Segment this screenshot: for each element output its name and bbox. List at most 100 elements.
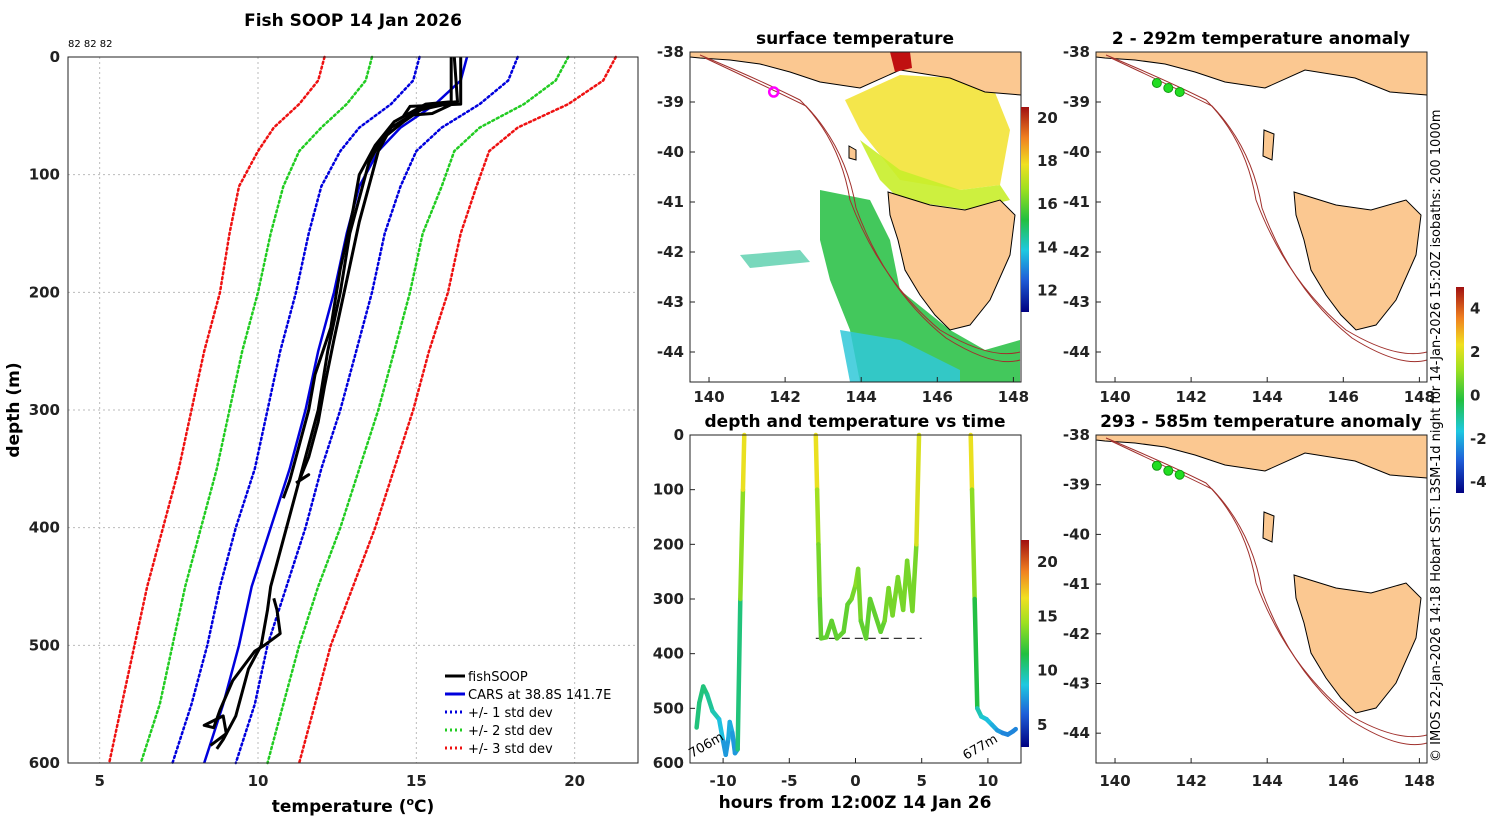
sst-map-title: surface temperature bbox=[756, 29, 954, 49]
profile-counts: 82 82 82 bbox=[68, 39, 113, 50]
anomaly-point bbox=[1163, 83, 1174, 93]
profile-ytick-label: 100 bbox=[29, 166, 60, 184]
map-xtick-label: 140 bbox=[693, 388, 724, 406]
anomaly-point bbox=[1151, 460, 1162, 471]
time-xtick-label: 5 bbox=[916, 772, 926, 790]
time-ytick-label: 0 bbox=[674, 426, 684, 444]
legend-entry: CARS at 38.8S 141.7E bbox=[468, 688, 611, 703]
time-panel: depth and temperature vs time -10 -5 0 5 100… bbox=[653, 412, 1058, 813]
time-colorbar-tick-label: 10 bbox=[1037, 662, 1058, 680]
depth-track-segment bbox=[730, 730, 738, 756]
profile-ytick-label: 400 bbox=[29, 519, 60, 537]
map-ytick-label: -43 bbox=[1063, 674, 1090, 692]
profile-series-line bbox=[139, 55, 374, 765]
map-ytick-label: -41 bbox=[1063, 193, 1090, 211]
depth-track-segment bbox=[829, 618, 840, 641]
map-xtick-label: 140 bbox=[1099, 772, 1130, 790]
depth-track-segment bbox=[855, 566, 864, 624]
mainland-land-3 bbox=[1096, 52, 1427, 96]
profile-ytick-label: 600 bbox=[29, 754, 60, 772]
anomaly-colorbar-tick-label: 0 bbox=[1470, 386, 1480, 404]
map-xtick-label: 142 bbox=[1175, 388, 1206, 406]
map-ytick-label: -43 bbox=[657, 293, 684, 311]
anomaly-deep-panel: 293 - 585m temperature anomaly 140 142 144… bbox=[1063, 412, 1435, 790]
map-xtick-label: 146 bbox=[922, 388, 953, 406]
anomaly-colorbar-tick-label: 2 bbox=[1470, 343, 1480, 361]
anomaly-deep-points bbox=[1151, 460, 1185, 480]
time-xtick-label: 0 bbox=[850, 772, 860, 790]
legend-entry: fishSOOP bbox=[468, 670, 528, 685]
sst-map-ticks: 140 142 144 146 148 -38 -39 -40 -41 -42 -43 -44 bbox=[657, 43, 1029, 406]
anomaly-shallow-ticks: 140 142 144 146 148 -38 -39 -40 -41 -42 -43 -44 bbox=[1063, 43, 1435, 406]
isobath-1000 bbox=[704, 57, 1021, 363]
depth-track-segment bbox=[740, 432, 747, 492]
profile-ytick-label: 200 bbox=[29, 283, 60, 301]
tasmania-land bbox=[887, 191, 1016, 331]
map-xtick-label: 148 bbox=[1404, 388, 1435, 406]
time-ytick-label: 500 bbox=[653, 699, 684, 717]
map-ytick-label: -38 bbox=[1063, 426, 1090, 444]
anomaly-deep-map bbox=[1096, 435, 1427, 763]
depth-track-segment bbox=[738, 487, 746, 602]
map-ytick-label: -40 bbox=[657, 143, 684, 161]
sst-map-panel: surface temperature 140 142 144 146 148 -38 -3… bbox=[657, 29, 1058, 406]
sst-location-marker bbox=[767, 86, 780, 98]
map-ytick-label: -43 bbox=[1063, 293, 1090, 311]
map-ytick-label: -39 bbox=[657, 93, 684, 111]
depth-track-segment bbox=[968, 432, 975, 492]
sst-patch bbox=[740, 250, 810, 268]
time-ytick-label: 200 bbox=[653, 535, 684, 553]
time-xlabel: hours from 12:00Z 14 Jan 26 bbox=[719, 793, 992, 813]
isobath-1000-4 bbox=[1110, 440, 1427, 746]
anomaly-deep-title: 293 - 585m temperature anomaly bbox=[1100, 412, 1422, 432]
side-credit-text: © IMOS 22-Jan-2026 14:18 Hobart SST: L3S… bbox=[1429, 109, 1444, 762]
profile-ytick-label: 0 bbox=[50, 48, 60, 66]
time-ytick-label: 400 bbox=[653, 645, 684, 663]
profile-axes-box bbox=[67, 56, 639, 764]
profile-series-line bbox=[295, 56, 459, 485]
king-island-4 bbox=[1262, 511, 1275, 543]
anomaly-colorbar-tick-label: -2 bbox=[1470, 430, 1487, 448]
isobath-1000-3 bbox=[1110, 57, 1427, 363]
king-island bbox=[848, 145, 857, 161]
sst-cool-region bbox=[820, 190, 1020, 382]
anomaly-colorbar bbox=[1456, 287, 1464, 493]
profile-series-line bbox=[107, 55, 326, 765]
profile-series-line bbox=[171, 55, 421, 765]
depth-track-segment bbox=[1010, 726, 1018, 734]
map-xtick-label: 146 bbox=[1328, 388, 1359, 406]
mainland-land-4 bbox=[1096, 435, 1427, 479]
map-ytick-label: -38 bbox=[1063, 43, 1090, 61]
map-ytick-label: -40 bbox=[1063, 525, 1090, 543]
sst-colorbar bbox=[1021, 107, 1029, 312]
map-ytick-label: -44 bbox=[1063, 724, 1090, 742]
anomaly-shallow-title: 2 - 292m temperature anomaly bbox=[1112, 29, 1410, 49]
sst-mid-region bbox=[860, 140, 1010, 210]
time-xtick-label: -5 bbox=[781, 772, 798, 790]
anomaly-shallow-frame bbox=[1095, 51, 1428, 383]
anomaly-deep-ticks: 140 142 144 146 148 -38 -39 -40 -41 -42 -43 -44 bbox=[1063, 426, 1435, 790]
anomaly-point bbox=[1151, 78, 1162, 88]
depth-track-segment bbox=[704, 692, 715, 714]
profile-series-line bbox=[215, 57, 463, 750]
time-colorbar-tick-label: 15 bbox=[1037, 607, 1058, 625]
map-ytick-label: -39 bbox=[1063, 476, 1090, 494]
time-colorbar-ticks: 5 10 15 20 bbox=[1037, 553, 1058, 734]
time-xtick-label: 10 bbox=[977, 772, 998, 790]
king-island-3 bbox=[1262, 129, 1275, 161]
profile-series-line bbox=[266, 55, 570, 765]
map-ytick-label: -41 bbox=[657, 193, 684, 211]
profile-panel: Fish SOOP 14 Jan 2026 82 82 82 5 10 15 2001… bbox=[4, 11, 639, 817]
profile-xlabel: temperature (oC) bbox=[272, 795, 435, 817]
depth-track-segment bbox=[716, 717, 726, 744]
map-ytick-label: -44 bbox=[1063, 343, 1090, 361]
profile-xtick-label: 10 bbox=[248, 772, 269, 790]
legend-entry: +/- 3 std dev bbox=[468, 742, 553, 757]
profile-legend: fishSOOP CARS at 38.8S 141.7E +/- 1 std de… bbox=[445, 670, 611, 757]
depth-track-segment bbox=[841, 602, 850, 635]
time-ytick-label: 100 bbox=[653, 481, 684, 499]
map-xtick-label: 142 bbox=[769, 388, 800, 406]
anomaly-shallow-points bbox=[1151, 78, 1185, 97]
